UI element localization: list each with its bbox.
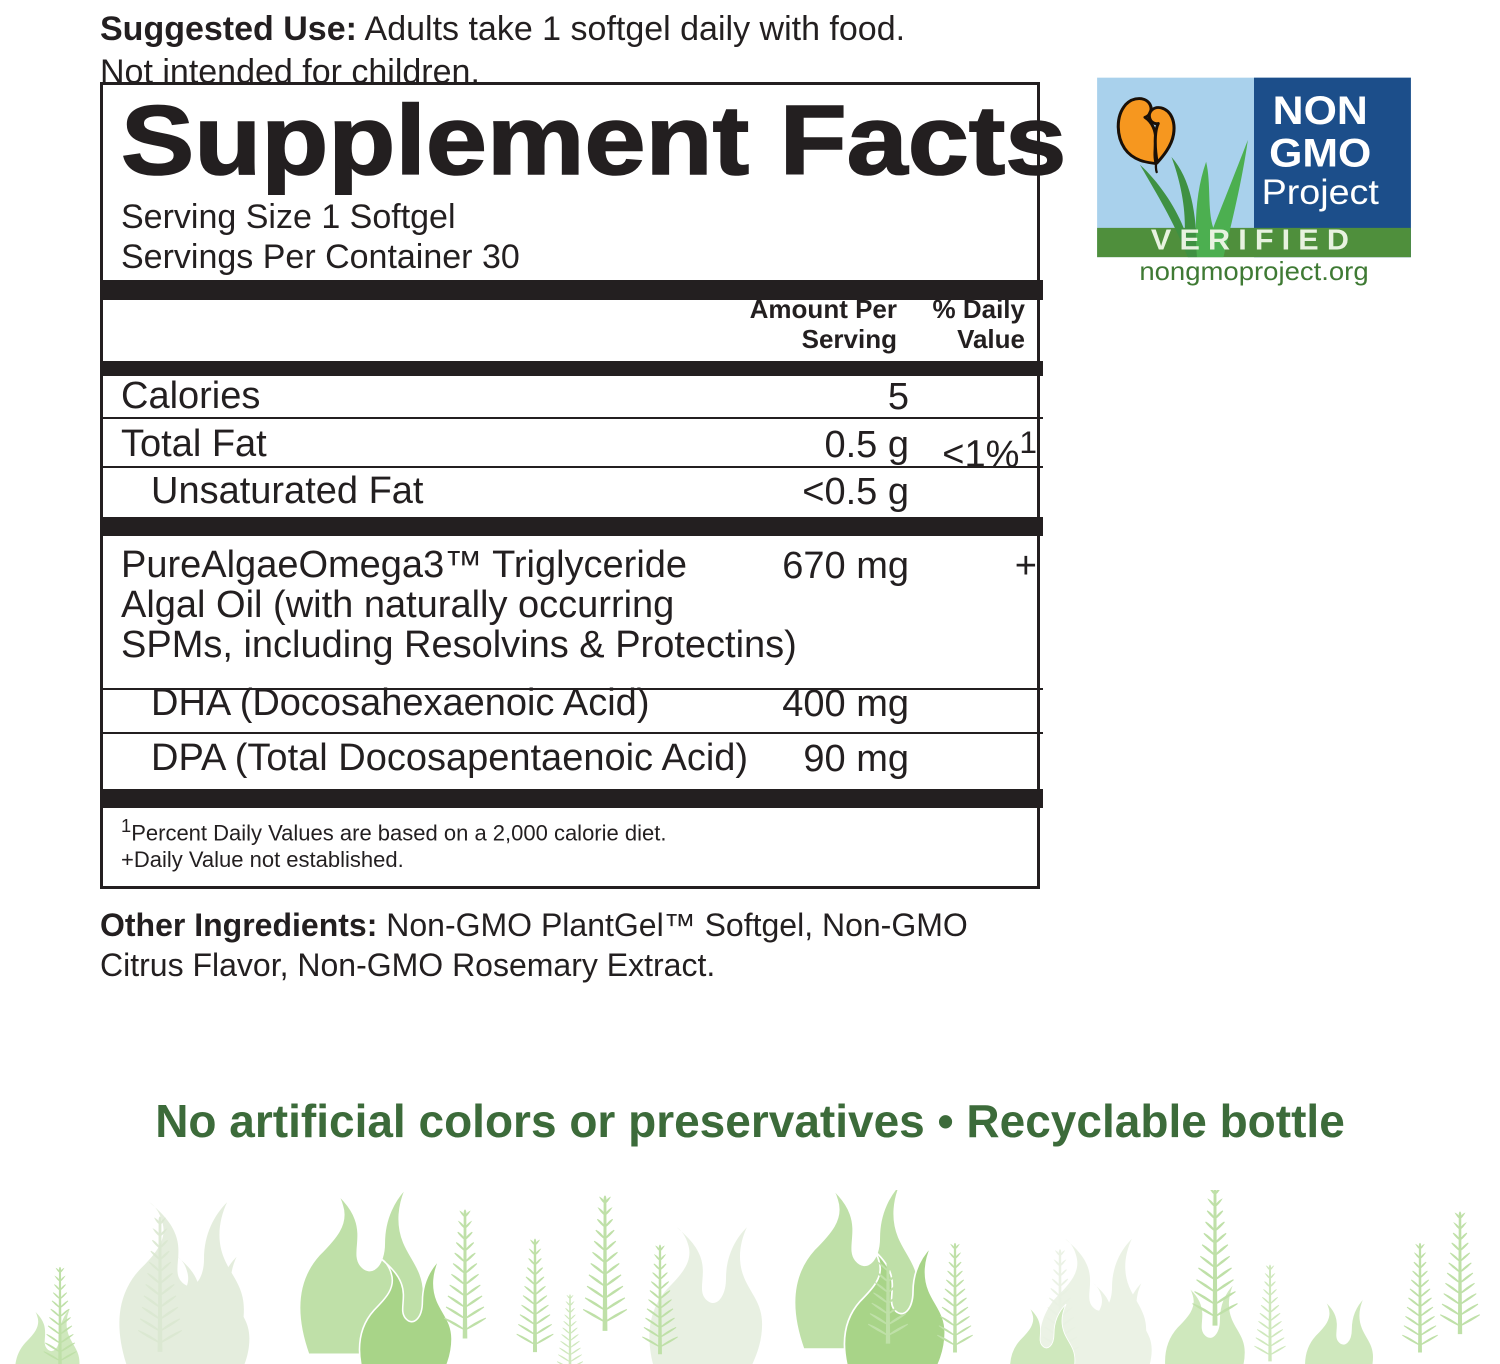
svg-text:NON: NON <box>1273 88 1368 132</box>
svg-text:GMO: GMO <box>1269 131 1371 175</box>
svg-text:nongmoproject.org: nongmoproject.org <box>1139 257 1368 286</box>
svg-text:Project: Project <box>1262 173 1379 212</box>
svg-text:VERIFIED: VERIFIED <box>1151 225 1357 257</box>
